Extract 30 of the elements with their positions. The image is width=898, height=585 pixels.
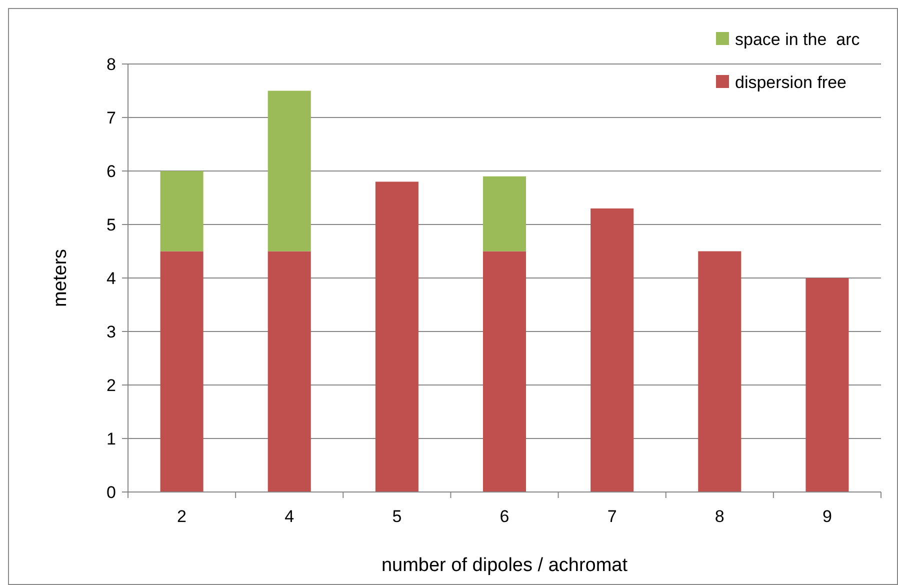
bar: [160, 251, 204, 492]
y-tick-label: 0: [106, 482, 116, 502]
y-tick-label: 1: [106, 429, 116, 448]
bar: [806, 278, 849, 492]
bar: [268, 90, 311, 252]
x-tick-label: 2: [177, 507, 187, 526]
bar: [482, 176, 526, 252]
y-tick-label: 4: [106, 268, 116, 288]
legend-label: space in the arc: [735, 30, 860, 49]
x-tick-label: 9: [822, 507, 832, 526]
bar: [160, 171, 204, 252]
y-tick-label: 2: [106, 376, 116, 395]
bar: [590, 208, 634, 492]
x-axis-title: number of dipoles / achromat: [381, 555, 628, 576]
y-tick-label: 8: [106, 54, 116, 74]
x-tick-label: 8: [714, 507, 724, 526]
bar: [375, 182, 418, 492]
x-tick-label: 7: [607, 507, 617, 526]
legend-label: dispersion free: [735, 72, 847, 92]
bar: [268, 251, 311, 492]
bar: [698, 251, 742, 492]
bar: [482, 251, 526, 492]
y-tick-label: 5: [106, 215, 116, 234]
y-axis-title: meters: [50, 248, 71, 308]
y-tick-label: 3: [106, 322, 116, 342]
x-tick-label: 4: [284, 507, 294, 526]
x-tick-label: 6: [500, 507, 510, 526]
x-tick-label: 5: [392, 507, 402, 526]
y-tick-label: 6: [106, 162, 116, 181]
y-tick-label: 7: [106, 108, 116, 128]
